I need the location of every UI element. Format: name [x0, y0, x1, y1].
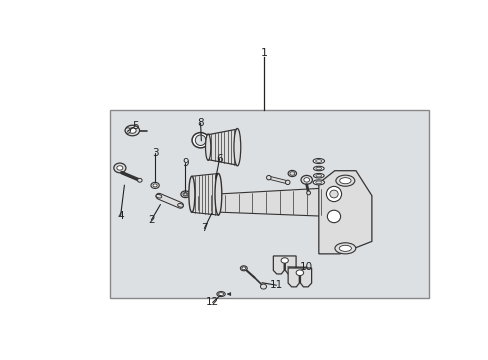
Ellipse shape: [233, 129, 240, 166]
Ellipse shape: [218, 293, 223, 296]
Ellipse shape: [128, 128, 136, 133]
Ellipse shape: [329, 190, 338, 198]
Ellipse shape: [114, 163, 126, 173]
Ellipse shape: [339, 177, 350, 184]
Ellipse shape: [156, 194, 162, 198]
Ellipse shape: [266, 175, 270, 180]
Ellipse shape: [153, 184, 157, 187]
Ellipse shape: [303, 177, 309, 182]
Ellipse shape: [217, 292, 225, 297]
Ellipse shape: [192, 132, 209, 148]
Ellipse shape: [281, 258, 288, 263]
Ellipse shape: [285, 180, 289, 185]
Ellipse shape: [151, 183, 159, 188]
Text: 10: 10: [300, 262, 313, 272]
Ellipse shape: [339, 245, 351, 251]
Ellipse shape: [306, 191, 310, 195]
Text: 4: 4: [117, 211, 123, 221]
Polygon shape: [191, 174, 218, 215]
Text: 2: 2: [148, 215, 154, 225]
FancyBboxPatch shape: [110, 110, 428, 298]
Ellipse shape: [289, 172, 294, 175]
Ellipse shape: [205, 134, 210, 160]
Ellipse shape: [312, 158, 324, 163]
Ellipse shape: [125, 125, 139, 136]
Text: 11: 11: [269, 280, 283, 290]
Ellipse shape: [326, 186, 341, 202]
Ellipse shape: [242, 267, 245, 270]
Text: 6: 6: [216, 154, 223, 164]
Ellipse shape: [296, 270, 303, 275]
Ellipse shape: [312, 180, 324, 185]
Ellipse shape: [334, 243, 355, 254]
Polygon shape: [318, 171, 371, 254]
Ellipse shape: [260, 284, 266, 289]
Ellipse shape: [315, 175, 321, 177]
Ellipse shape: [195, 135, 205, 145]
Text: 12: 12: [205, 297, 219, 307]
Ellipse shape: [181, 191, 189, 198]
Polygon shape: [193, 188, 324, 216]
Ellipse shape: [125, 128, 130, 133]
Ellipse shape: [301, 175, 312, 184]
Polygon shape: [273, 256, 296, 274]
Text: 8: 8: [197, 118, 203, 128]
Ellipse shape: [177, 203, 183, 207]
Polygon shape: [208, 129, 237, 165]
Text: 3: 3: [151, 148, 158, 158]
Polygon shape: [287, 268, 311, 287]
Text: 7: 7: [201, 223, 207, 233]
Ellipse shape: [117, 166, 122, 170]
Ellipse shape: [287, 170, 296, 176]
Ellipse shape: [315, 159, 321, 162]
Ellipse shape: [315, 181, 321, 184]
Ellipse shape: [188, 176, 195, 212]
Ellipse shape: [326, 210, 340, 223]
Ellipse shape: [313, 174, 324, 178]
Text: 5: 5: [131, 121, 138, 131]
Ellipse shape: [215, 174, 222, 215]
Text: 9: 9: [182, 158, 188, 168]
Text: 1: 1: [260, 48, 267, 58]
Ellipse shape: [183, 193, 186, 195]
Ellipse shape: [183, 193, 187, 196]
Ellipse shape: [335, 175, 354, 186]
Ellipse shape: [315, 167, 321, 170]
Ellipse shape: [313, 166, 324, 171]
Ellipse shape: [137, 178, 142, 182]
Ellipse shape: [240, 266, 247, 271]
